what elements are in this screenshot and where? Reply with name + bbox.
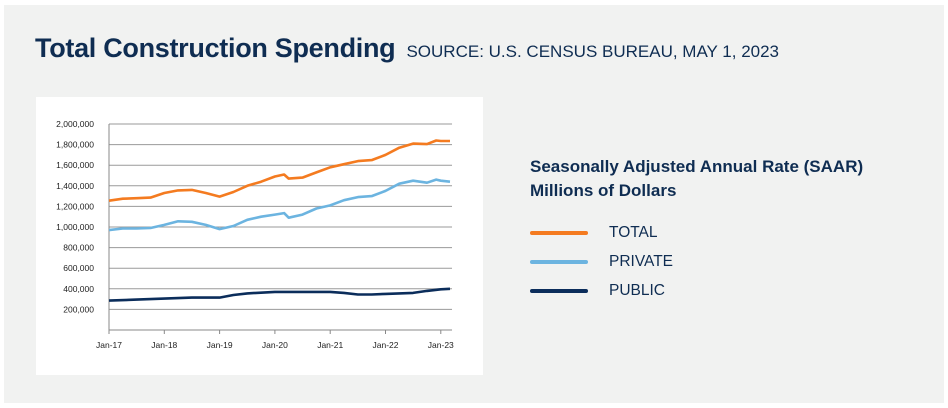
y-tick-label: 1,000,000 [56, 222, 94, 232]
legend-swatch-private [530, 260, 588, 264]
line-chart: 200,000 400,000 600,000 800,000 1,000,000 1,2… [56, 119, 454, 350]
x-tick-label: Jan-23 [428, 340, 454, 350]
x-tick-label: Jan-21 [317, 340, 343, 350]
legend-item-total: TOTAL [530, 224, 658, 242]
y-tick-label: 1,600,000 [56, 160, 94, 170]
legend-swatch-public [530, 289, 588, 293]
legend-label-total: TOTAL [609, 224, 658, 241]
chart-title: Total Construction Spending [35, 33, 396, 63]
y-tick-label: 1,200,000 [56, 201, 94, 211]
y-tick-label: 400,000 [63, 284, 94, 294]
legend-label-public: PUBLIC [609, 282, 665, 299]
legend-title-line2: Millions of Dollars [530, 181, 677, 200]
legend-item-public: PUBLIC [530, 282, 665, 300]
y-tick-label: 1,400,000 [56, 181, 94, 191]
legend-title-line1: Seasonally Adjusted Annual Rate (SAAR) [530, 157, 864, 176]
header: Total Construction Spending SOURCE: U.S.… [35, 33, 779, 64]
legend-item-private: PRIVATE [530, 253, 673, 271]
chart-source: SOURCE: U.S. CENSUS BUREAU, MAY 1, 2023 [406, 42, 780, 61]
series-line-total [108, 139, 450, 202]
legend-swatch-total [530, 231, 588, 235]
x-tick-label: Jan-22 [373, 340, 399, 350]
x-tick-label: Jan-19 [207, 340, 233, 350]
y-tick-label: 200,000 [63, 304, 94, 314]
x-tick-label: Jan-18 [151, 340, 177, 350]
series-line-private [108, 178, 451, 232]
x-tick-label: Jan-20 [262, 340, 288, 350]
legend-title: Seasonally Adjusted Annual Rate (SAAR) M… [530, 155, 863, 203]
legend-label-private: PRIVATE [609, 253, 674, 270]
y-tick-label: 2,000,000 [56, 119, 94, 129]
y-tick-label: 1,800,000 [56, 140, 94, 150]
y-tick-label: 800,000 [63, 243, 94, 253]
y-tick-label: 600,000 [63, 263, 94, 273]
series-line-public [108, 287, 451, 302]
x-tick-label: Jan-17 [96, 340, 122, 350]
chart-area: 200,000 400,000 600,000 800,000 1,000,000 1,2… [36, 97, 483, 375]
